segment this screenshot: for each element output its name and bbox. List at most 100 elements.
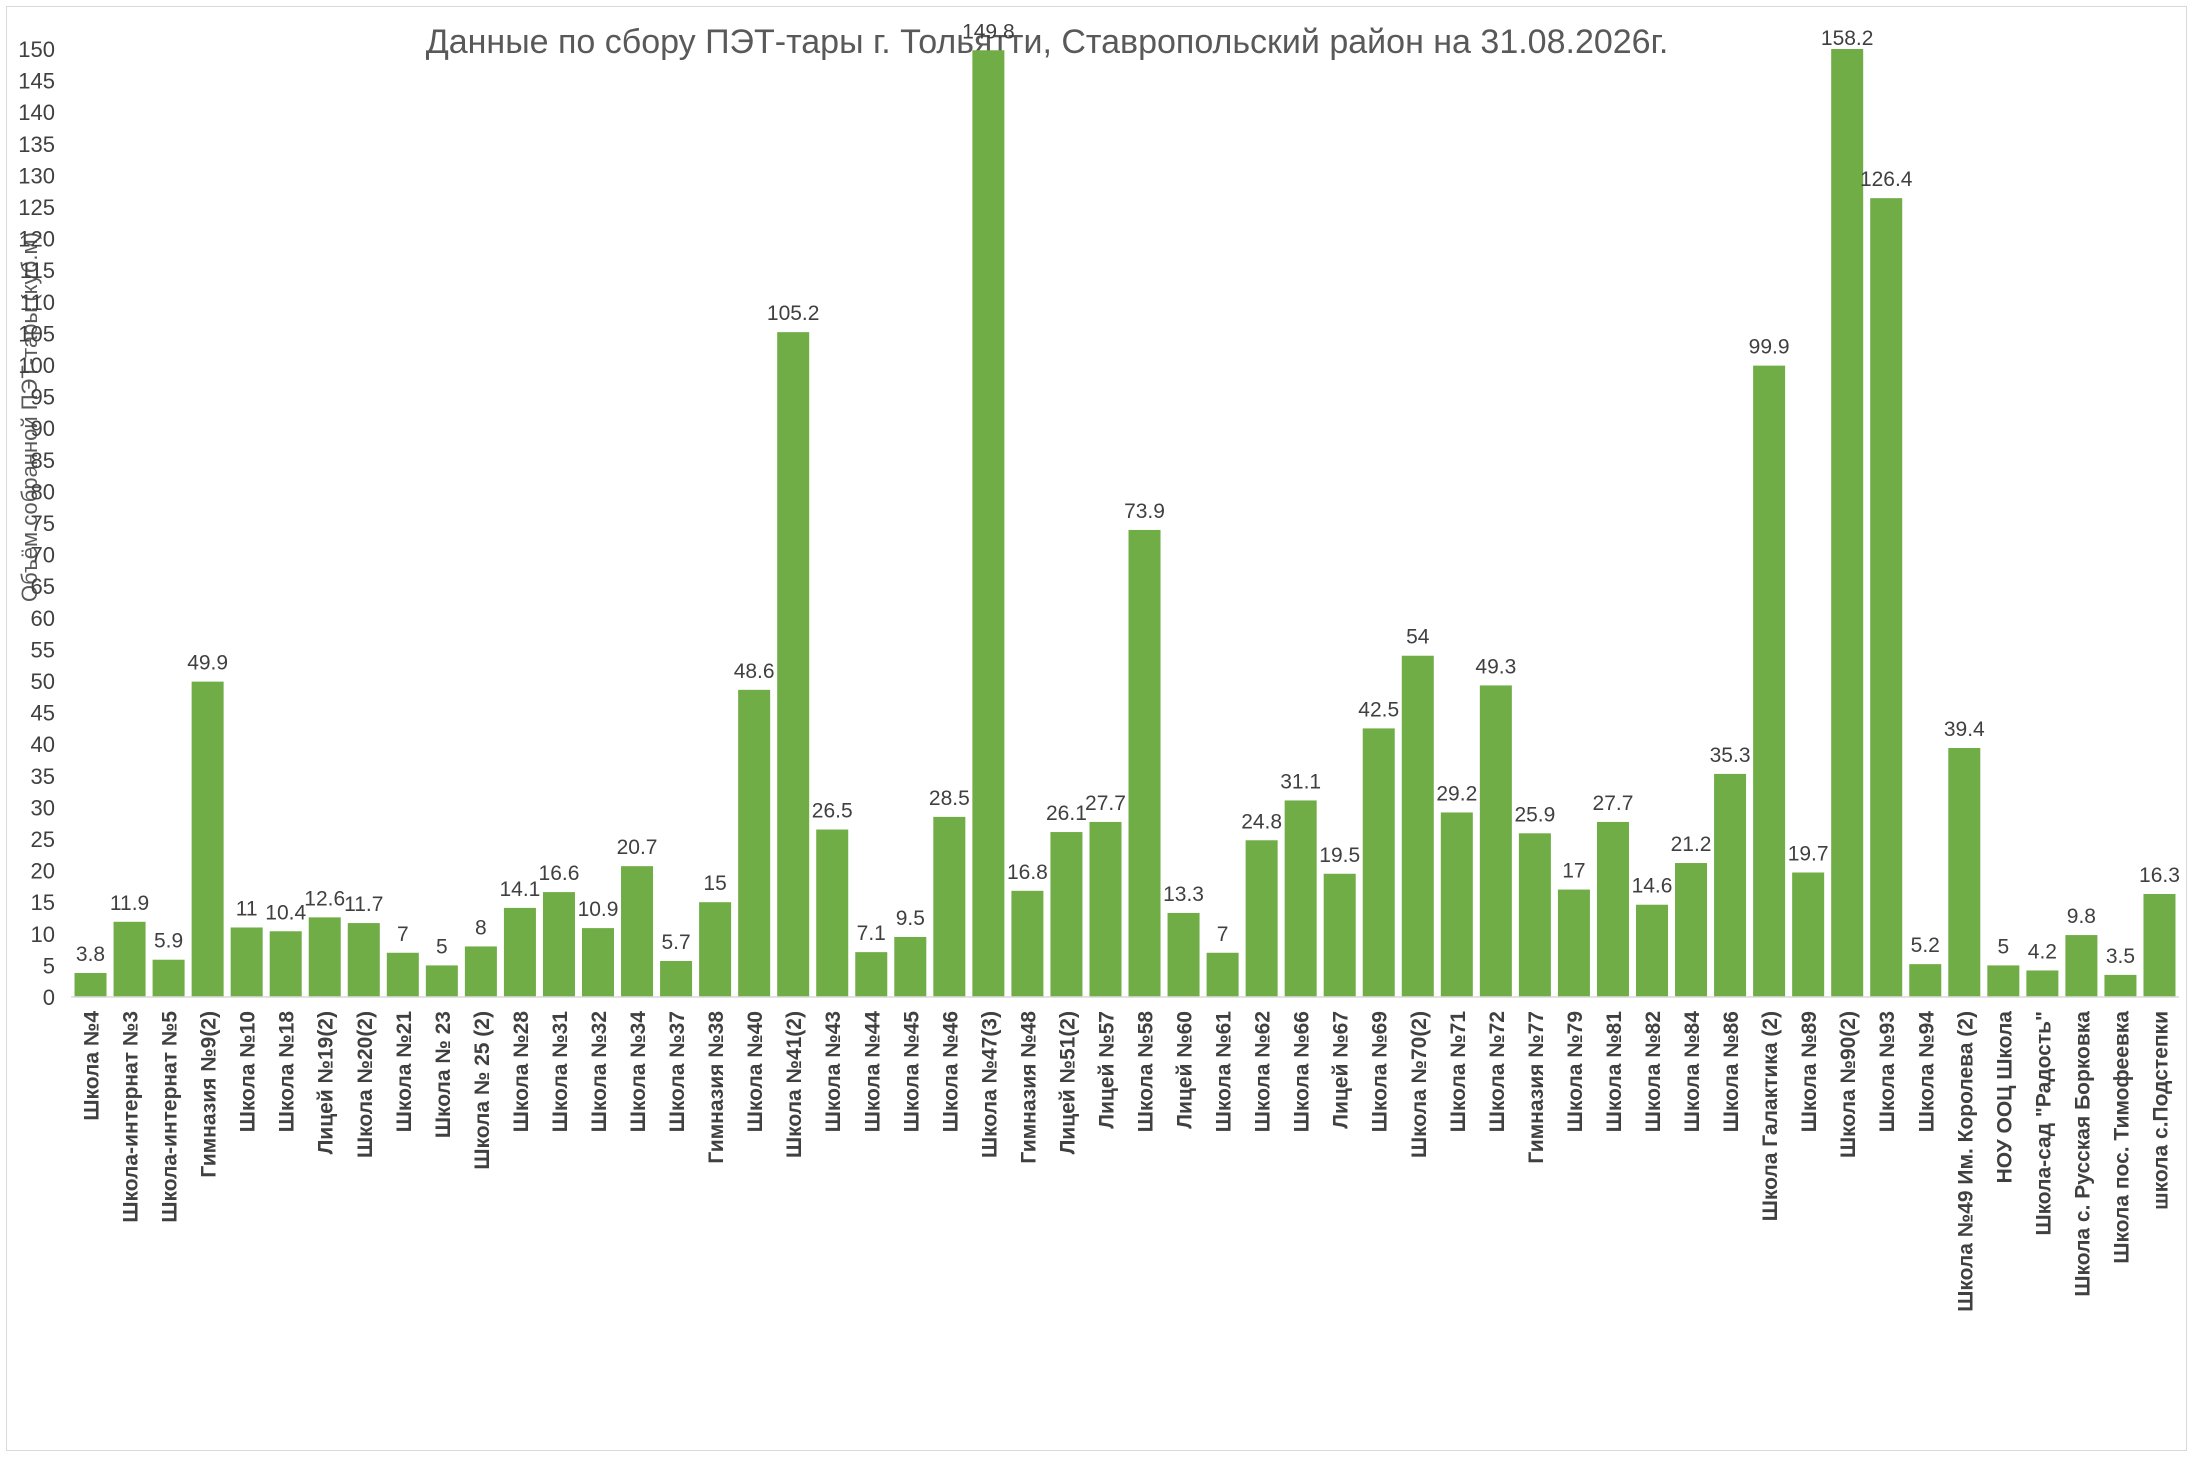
data-label: 17 [1562,860,1585,883]
y-tick-label: 15 [31,890,55,915]
data-label: 49.3 [1475,655,1516,678]
x-tick-label: Школа №72 [1486,1011,1509,1132]
y-tick-label: 105 [18,321,55,346]
x-tick-label: Школа № 25 (2) [471,1011,494,1170]
x-tick-label: Школа №89 [1798,1011,1821,1132]
data-label: 19.5 [1319,844,1360,867]
y-tick-label: 130 [18,163,55,188]
data-label: 11.7 [344,893,383,916]
bar [230,927,263,997]
y-tick-label: 55 [31,637,55,662]
x-tick-label: Школа №86 [1720,1011,1743,1132]
data-label: 39.4 [1944,718,1985,741]
y-axis-ticks: 0 5 10 15 20 25 30 35 40 45 50 55 60 65 70 75 80 85 90 95 10… [18,37,55,1010]
chart-frame: Данные по сбору ПЭТ-тары г. Тольятти, Ст… [6,6,2187,1451]
data-label: 10.4 [265,901,306,924]
x-tick-label: Школа №10 [237,1011,260,1132]
x-tick-label: Школа №94 [1915,1011,1938,1133]
x-tick-label: Лицей №19(2) [315,1011,338,1154]
x-tick-label: Школа №69 [1369,1011,1392,1132]
data-label: 35.3 [1710,744,1751,767]
data-label: 99.9 [1749,336,1790,359]
x-tick-label: Школа №46 [939,1011,962,1132]
bar [113,921,146,997]
bar [1753,365,1786,998]
bar [1362,728,1395,997]
bar [1284,800,1317,997]
x-tick-label: Школа №61 [1213,1011,1236,1133]
data-label: 7 [1217,923,1229,946]
y-tick-label: 20 [31,859,55,884]
data-labels: 3.8 11.95.9 49.9 11 10.412.611.7 7 5 8 14.116.6 1… [76,20,2180,968]
data-label: 11 [236,897,258,920]
y-tick-label: 10 [31,922,55,947]
data-label: 15 [703,872,726,895]
data-label: 24.8 [1241,810,1282,833]
x-tick-label: Школа №45 [900,1011,923,1133]
bar [1050,832,1083,997]
data-label: 26.5 [812,800,853,823]
bar [1245,840,1278,997]
y-tick-label: 110 [20,290,55,315]
x-tick-label: Школа №82 [1642,1011,1665,1132]
bar [1089,821,1122,997]
x-tick-label: Школа №70(2) [1408,1011,1431,1158]
data-label: 4.2 [2028,940,2057,963]
x-tick-label: Школа №66 [1291,1011,1314,1132]
chart-title: Данные по сбору ПЭТ-тары г. Тольятти, Ст… [426,23,1669,61]
x-tick-label: Школа №41(2) [783,1011,806,1158]
x-tick-label: Гимназия №48 [1017,1011,1040,1164]
bar [542,892,575,997]
x-tick-label: Школа пос. Тимофеевка [2110,1011,2133,1264]
bar [699,902,732,997]
x-tick-label: Лицей №51(2) [1056,1011,1079,1154]
data-label: 28.5 [929,787,970,810]
x-tick-label: школа с.Подстепки [2149,1011,2172,1210]
data-label: 14.6 [1632,875,1673,898]
x-tick-label: Школа №49 Им. Королева (2) [1954,1011,1977,1312]
data-label: 105.2 [767,302,820,325]
bar [386,952,419,997]
x-tick-label: Гимназия №38 [705,1011,728,1164]
data-label: 19.7 [1788,842,1829,865]
data-label: 149.8 [962,20,1015,43]
data-label: 16.3 [2139,864,2180,887]
y-tick-label: 40 [31,732,55,757]
y-tick-label: 35 [31,764,55,789]
x-tick-label: Школа №32 [588,1011,611,1132]
data-label: 54 [1406,626,1430,649]
data-label: 73.9 [1124,500,1165,523]
bar [425,965,458,997]
y-tick-label: 5 [43,953,55,978]
bar [1831,49,1864,997]
x-tick-label: Школа-интернат №3 [120,1011,143,1223]
y-tick-label: 85 [31,448,55,473]
data-label: 14.1 [499,878,540,901]
data-label: 5.2 [1911,934,1940,957]
x-tick-label: Школа №31 [549,1011,572,1133]
x-tick-label: Школа №47(3) [978,1011,1001,1158]
y-tick-label: 50 [31,669,55,694]
data-label: 16.8 [1007,861,1048,884]
bar [1206,952,1239,997]
y-tick-label: 0 [43,985,55,1010]
x-tick-label: Школа №79 [1564,1011,1587,1132]
data-label: 26.1 [1046,802,1087,825]
x-tick-label: Школа №34 [627,1011,650,1133]
data-label: 7.1 [857,922,886,945]
y-tick-label: 100 [18,353,55,378]
bar [464,946,497,997]
data-label: 25.9 [1514,803,1555,826]
y-tick-label: 75 [31,511,55,536]
data-label: 7 [397,923,409,946]
bar [581,928,615,997]
bar [738,689,771,997]
x-tick-label: Школа Галактика (2) [1759,1011,1782,1221]
data-label: 12.6 [304,887,345,910]
data-label: 9.8 [2067,905,2096,928]
bar [347,923,380,997]
x-tick-label: Лицей №67 [1330,1011,1353,1129]
y-tick-label: 30 [31,795,55,820]
x-tick-label: Школа №4 [81,1011,104,1121]
bar [152,959,185,997]
